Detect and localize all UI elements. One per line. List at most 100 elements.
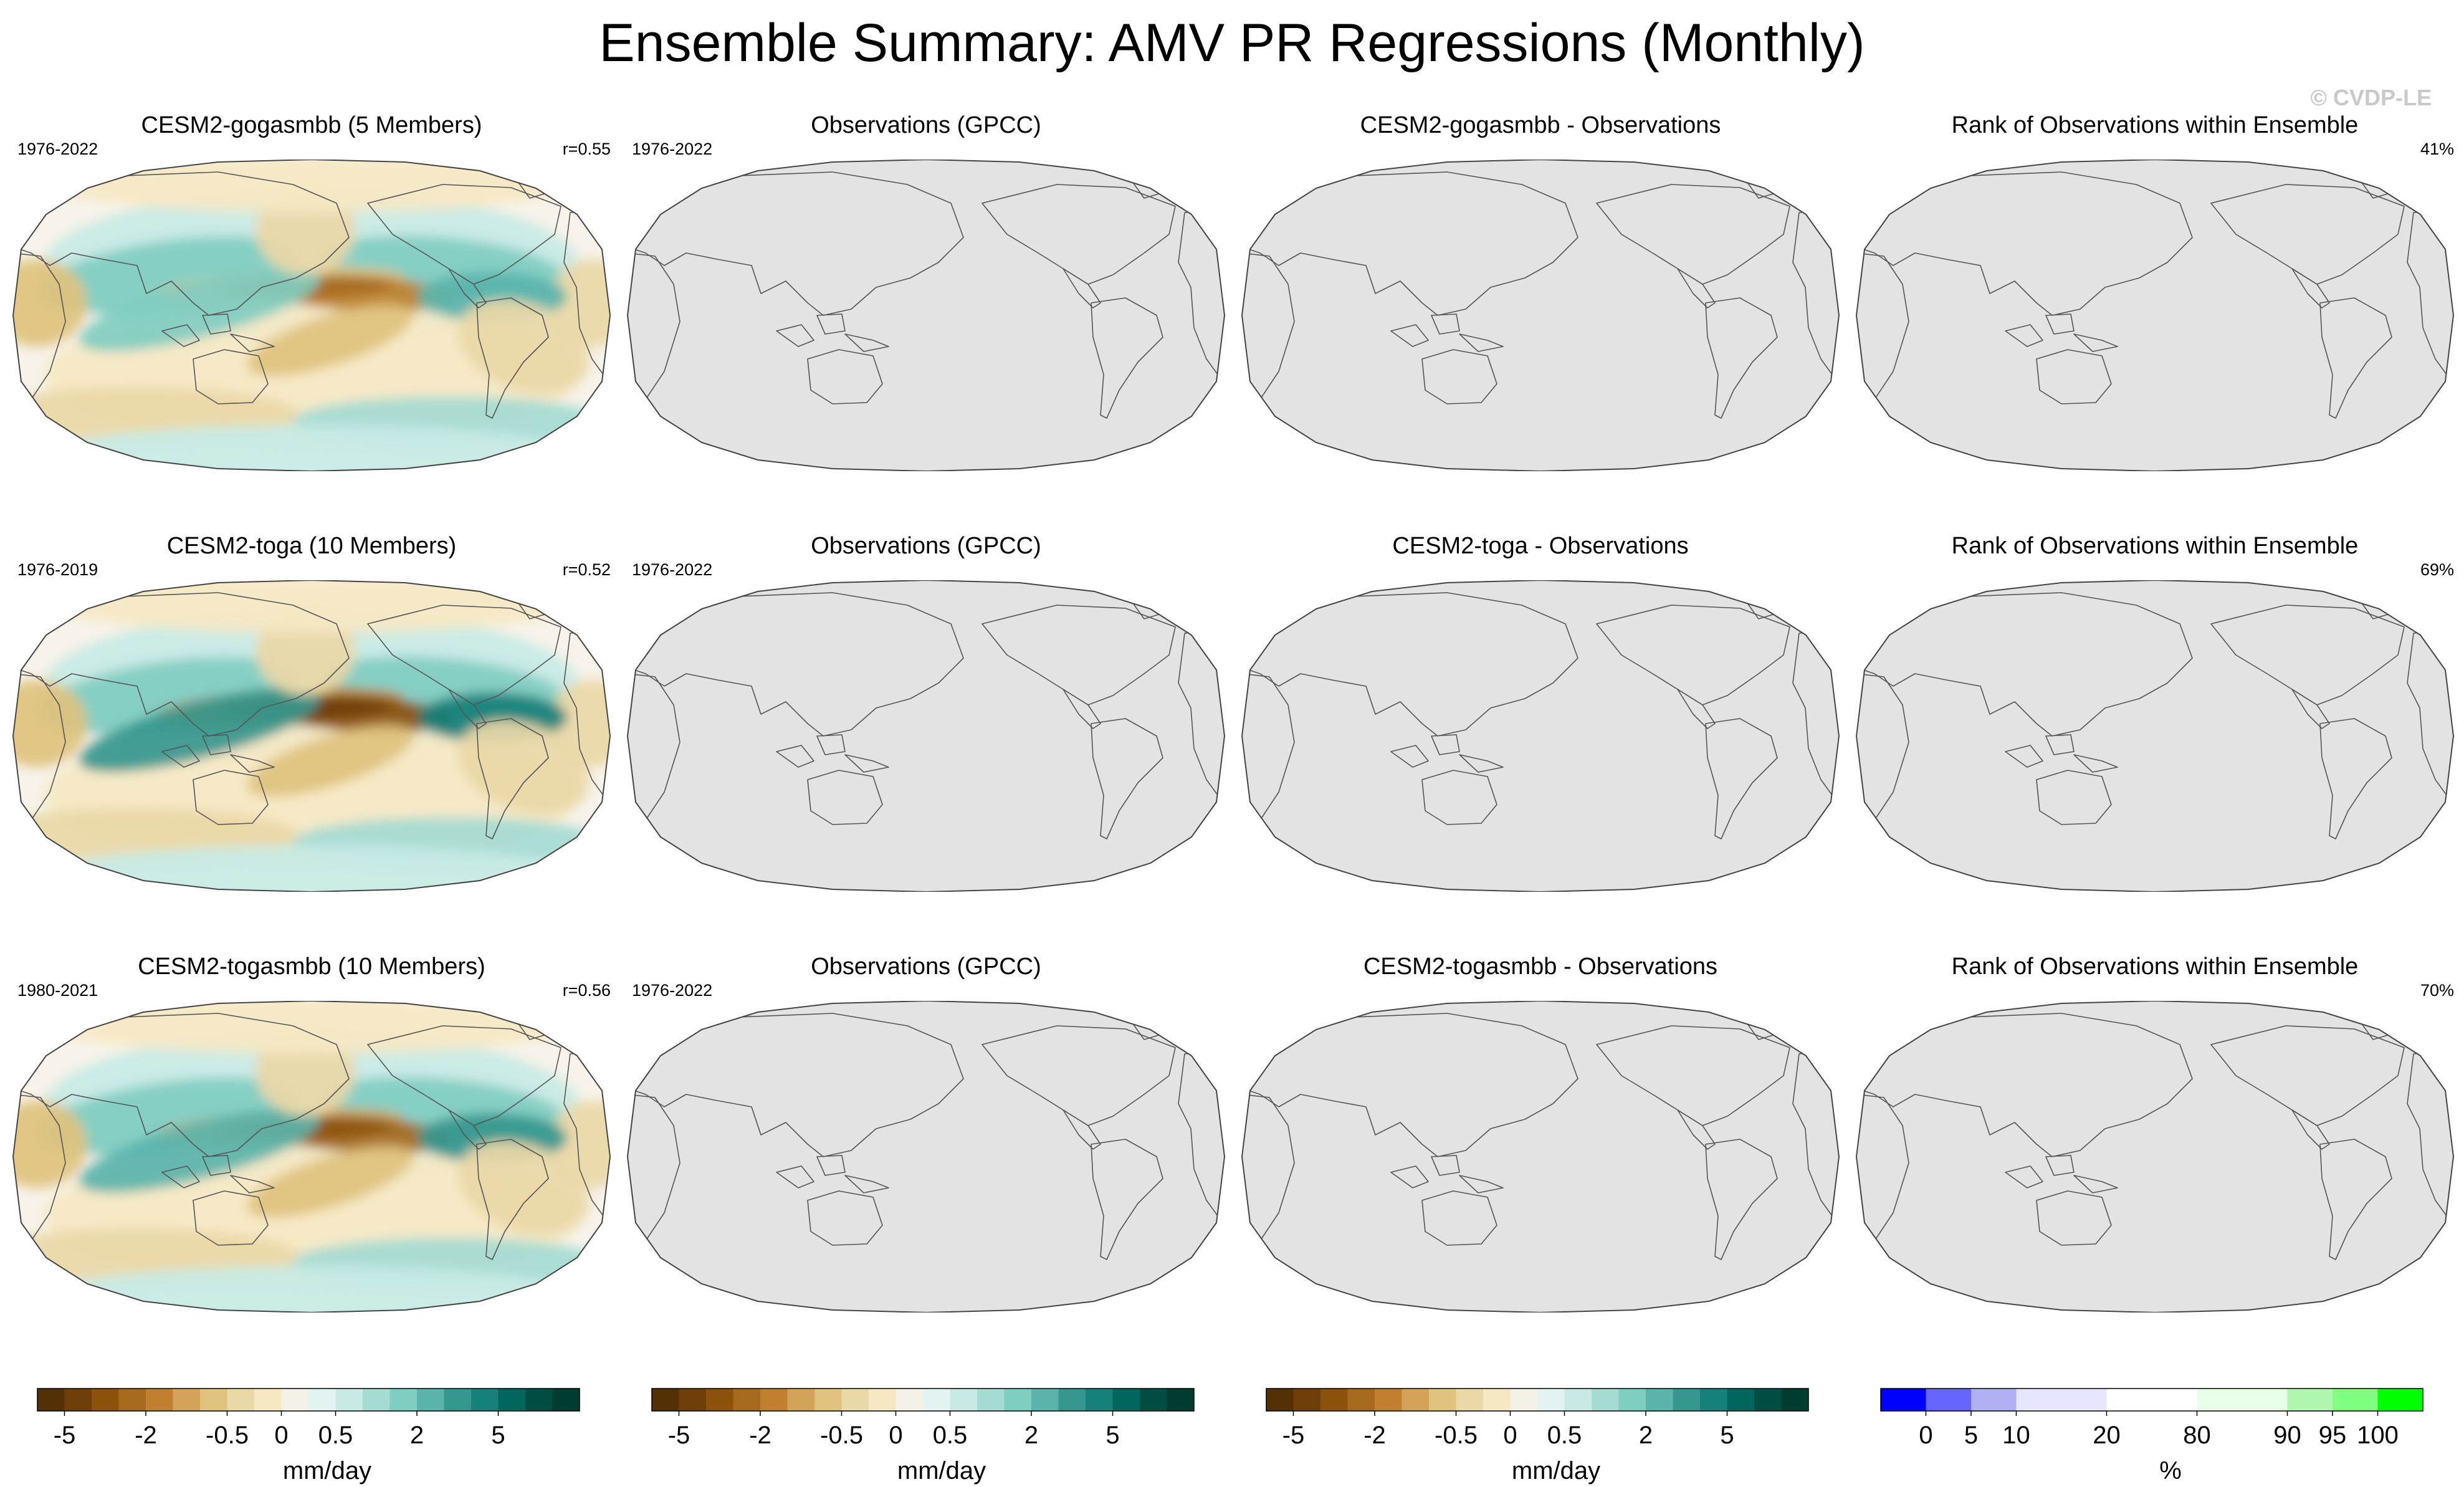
colorbar-swatch [1375,1389,1402,1411]
observations-map [627,160,1225,471]
colorbar-tick-label: 2 [410,1422,424,1449]
colorbar-swatch [1646,1389,1673,1411]
regression-patch [457,1140,590,1235]
panel-title: Rank of Observations within Ensemble [1951,112,2359,138]
colorbar-swatch [1320,1389,1348,1411]
regression-field [13,1001,610,1312]
colorbar-swatch [1700,1389,1727,1411]
panel-title: Observations (GPCC) [811,112,1041,138]
map-boundary [627,1001,1225,1312]
panel-obs-row3: Observations (GPCC) 1976-2022 [621,952,1231,1364]
colorbar-swatch [733,1389,761,1411]
colorbar-swatch [1347,1389,1375,1411]
colorbar-swatch [1086,1389,1113,1411]
colorbar-swatch [200,1389,227,1411]
colorbar-tick-label: -0.5 [820,1422,863,1449]
panel-title: CESM2-toga - Observations [1392,533,1689,559]
observations-map [627,580,1225,892]
colorbar-swatch [118,1389,146,1411]
panel-title: Rank of Observations within Ensemble [1951,533,2359,559]
panel-title: Observations (GPCC) [811,954,1041,980]
colorbar-graphic: -5 -2 -0.5 0 0.5 2 5 [37,1388,580,1449]
rank-percent-label: 41% [2420,140,2454,158]
colorbar-swatch [64,1389,92,1411]
colorbar-tick-label: 5 [1720,1422,1734,1449]
colorbar-tick-label: 0 [1503,1422,1517,1449]
colorbar-swatch [1293,1389,1321,1411]
model-map [12,1001,611,1312]
map-boundary [1856,160,2454,471]
model-map [12,580,611,892]
pattern-correlation-label: r=0.52 [562,560,611,579]
panel-rank-row3: Rank of Observations within Ensemble 70% [1850,952,2460,1364]
panel-model-row1: CESM2-gogasmbb (5 Members) 1976-2022 r=0… [6,111,617,522]
rank-map [1856,580,2454,892]
regression-patch [13,680,87,767]
panel-rank-row2: Rank of Observations within Ensemble 69% [1850,532,2460,943]
colorbar-swatch [146,1389,173,1411]
regression-field [13,580,610,892]
map-boundary [627,160,1225,471]
colorbar-swatch [950,1389,978,1411]
colorbar-tick-label: 5 [1964,1422,1978,1449]
colorbar-swatch [679,1389,707,1411]
ocean-mask [1242,1001,1839,1312]
period-label: 1976-2019 [17,560,98,579]
ocean-mask [1856,1001,2453,1312]
colorbar-graphic: 0 5 10 20 80 90 95 100 [1880,1388,2423,1449]
ocean-mask [1242,160,1839,471]
colorbar-swatch [417,1389,444,1411]
colorbar-swatch [1031,1389,1059,1411]
panel-obs-row1: Observations (GPCC) 1976-2022 [621,111,1231,522]
colorbar-swatch [281,1389,309,1411]
colorbar-tick-label: 95 [2319,1422,2347,1449]
colorbar-swatch [1537,1389,1565,1411]
colorbar-swatch [471,1389,499,1411]
regression-patch [457,720,590,815]
difference-map [1241,580,1840,892]
colorbar-swatch [2287,1389,2333,1411]
colorbar-tick-label: 0 [274,1422,288,1449]
colorbar-swatch [92,1389,119,1411]
colorbar-tick-label: -2 [749,1422,771,1449]
map-boundary [1241,1001,1840,1312]
colorbar-swatch [841,1389,869,1411]
map-boundary [12,160,611,471]
panel-title: CESM2-togasmbb - Observations [1363,954,1718,980]
colorbar-swatch [389,1389,418,1411]
colorbar-graphic: -5 -2 -0.5 0 0.5 2 5 [651,1388,1195,1449]
colorbar-tick-label: 2 [1024,1422,1038,1449]
map-boundary [627,580,1225,892]
colorbar-swatch [2152,1389,2197,1411]
period-label: 1980-2021 [17,981,98,1000]
colorbar-swatch [254,1389,282,1411]
colorbar-swatch [706,1389,733,1411]
colorbar-swatch [977,1389,1005,1411]
colorbar-observations: -5 -2 -0.5 0 0.5 2 5 mm/day [651,1388,1231,1485]
colorbar-difference: -5 -2 -0.5 0 0.5 2 5 mm/day [1266,1388,1846,1485]
colorbar-tick-label: 0.5 [318,1422,353,1449]
pattern-correlation-label: r=0.56 [562,981,611,1000]
regression-patch [247,1145,414,1218]
colorbar-swatch [173,1389,201,1411]
regression-field [13,160,610,471]
rank-percent-label: 69% [2420,560,2454,579]
panel-title: CESM2-gogasmbb - Observations [1360,112,1721,138]
panel-diff-row3: CESM2-togasmbb - Observations [1235,952,1846,1364]
regression-patch [50,580,573,633]
regression-patch [247,725,414,797]
panel-title: Observations (GPCC) [811,533,1041,559]
colorbar-tick-label: 10 [2002,1422,2030,1449]
colorbar-tick-label: 0 [1919,1422,1932,1449]
colorbar-border [1266,1388,1809,1412]
regression-patch [79,267,320,351]
regression-patch [50,1001,573,1054]
map-boundary [1241,580,1840,892]
colorbar-tick-label: 90 [2273,1422,2301,1449]
colorbar-tick-label: -5 [1282,1422,1305,1449]
colorbar-unit-label: % [2159,1457,2182,1485]
colorbar-tick-label: 0.5 [1547,1422,1582,1449]
map-boundary [12,580,611,892]
colorbar-tick-label: 0.5 [933,1422,968,1449]
regression-patch [50,160,573,213]
